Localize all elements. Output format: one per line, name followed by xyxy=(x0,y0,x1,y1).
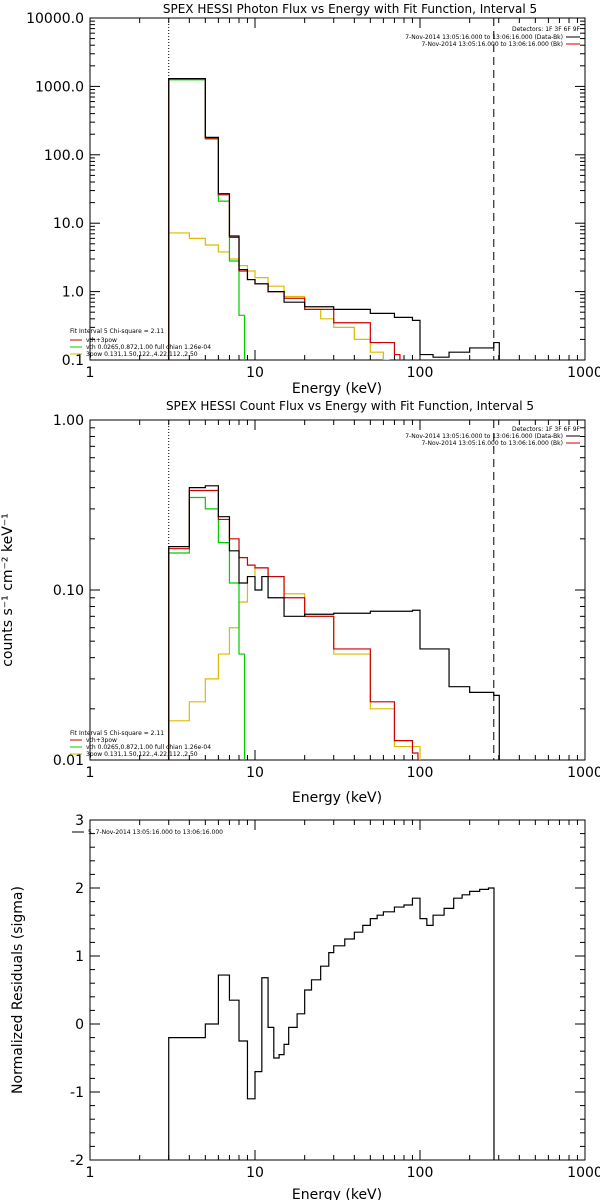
residuals-x-tick-labels: 1 10 100 1000 xyxy=(86,1165,600,1181)
residuals-y-axis-label: Normalized Residuals (sigma) xyxy=(10,886,26,1094)
count-flux-x-tick-label: 10 xyxy=(246,765,264,781)
residuals-x-tick-label: 1 xyxy=(86,1165,95,1181)
residuals-y-tick-label: -2 xyxy=(70,1153,84,1169)
photon-flux-fit-header: Fit Interval 5 Chi-square = 2.11 xyxy=(70,328,164,335)
count-flux-x-tick-label: 100 xyxy=(407,765,434,781)
photon-flux-y-tick-label: 1000.0 xyxy=(35,79,84,95)
photon-flux-fit-label-vth: vth 0.0265,0.872,1.00 full chian 1.26e-0… xyxy=(86,344,211,351)
photon-flux-y-tick-label: 100.0 xyxy=(44,148,84,164)
count-flux-x-tick-label: 1 xyxy=(86,765,95,781)
photon-flux-x-tick-label: 100 xyxy=(407,365,434,381)
photon-flux-series-3pow xyxy=(168,232,390,360)
residuals-y-tick-label: 1 xyxy=(75,949,84,965)
photon-flux-fit-label-total: vth+3pow xyxy=(86,337,117,344)
photon-flux-legend-bk: 7-Nov-2014 13:05:16.000 to 13:06:16.000 … xyxy=(421,41,563,48)
photon-flux-legend-bottom-left: Fit Interval 5 Chi-square = 2.11 vth+3po… xyxy=(70,328,211,358)
residuals-series xyxy=(168,887,495,1160)
photon-flux-panel: SPEX HESSI Photon Flux vs Energy with Fi… xyxy=(26,2,600,397)
count-flux-plot-frame xyxy=(89,419,586,761)
count-flux-y-tick-labels: 0.01 0.10 1.00 xyxy=(53,413,84,769)
residuals-x-axis-label: Energy (keV) xyxy=(292,1187,382,1200)
photon-flux-x-tick-label: 1000 xyxy=(567,365,600,381)
residuals-y-tick-label: 2 xyxy=(75,881,84,897)
count-flux-y-tick-label: 0.10 xyxy=(53,583,84,599)
count-flux-fit-label-3pow: 3pow 0.131,1.50,122.,4.22,112.,2.50 xyxy=(86,751,198,758)
count-flux-x-tick-labels: 1 10 100 1000 xyxy=(86,765,600,781)
photon-flux-series-vth xyxy=(168,79,246,360)
residuals-y-tick-label: -1 xyxy=(70,1085,84,1101)
count-flux-series-data-bk xyxy=(168,485,500,760)
photon-flux-x-tick-label: 10 xyxy=(246,365,264,381)
photon-flux-x-tick-label: 1 xyxy=(86,365,95,381)
photon-flux-x-axis-label: Energy (keV) xyxy=(292,381,382,397)
count-flux-y-axis-label: counts s⁻¹ cm⁻² keV⁻¹ xyxy=(0,513,16,667)
count-flux-title: SPEX HESSI Count Flux vs Energy with Fit… xyxy=(166,399,534,413)
residuals-y-tick-label: 0 xyxy=(75,1017,84,1033)
residuals-y-tick-label: 3 xyxy=(75,813,84,829)
residuals-series-5- xyxy=(168,887,495,1160)
count-flux-ticks xyxy=(89,420,585,761)
photon-flux-y-tick-label: 10.0 xyxy=(53,216,84,232)
residuals-x-tick-label: 1000 xyxy=(567,1165,600,1181)
count-flux-series-vth-3pow xyxy=(168,489,419,760)
photon-flux-vlines xyxy=(168,18,495,360)
count-flux-panel: SPEX HESSI Count Flux vs Energy with Fit… xyxy=(0,399,600,806)
count-flux-fit-header: Fit Interval 5 Chi-square = 2.11 xyxy=(70,730,164,737)
count-flux-y-tick-label: 1.00 xyxy=(53,413,84,429)
photon-flux-y-tick-label: 10000.0 xyxy=(26,11,84,27)
residuals-x-tick-label: 10 xyxy=(246,1165,264,1181)
residuals-ticks xyxy=(89,819,585,1161)
residuals-x-tick-label: 100 xyxy=(407,1165,434,1181)
photon-flux-plot-frame xyxy=(89,17,586,361)
photon-flux-series-data-bk xyxy=(168,78,500,360)
count-flux-fit-label-vth: vth 0.0265,0.872,1.00 full chian 1.26e-0… xyxy=(86,744,211,751)
photon-flux-series xyxy=(168,78,500,360)
photon-flux-y-tick-label: 1.0 xyxy=(62,285,84,301)
photon-flux-ticks xyxy=(89,18,585,361)
photon-flux-x-tick-labels: 1 10 100 1000 xyxy=(86,365,600,381)
photon-flux-y-tick-label: 0.1 xyxy=(62,353,84,369)
residuals-plot-frame xyxy=(89,819,586,1161)
photon-flux-detectors-label: Detectors: 1F 3F 6F 9F xyxy=(512,26,581,33)
count-flux-legend-top-right: Detectors: 1F 3F 6F 9F 7-Nov-2014 13:05:… xyxy=(405,426,580,447)
photon-flux-fit-label-3pow: 3pow 0.131,1.50,122.,4.22,112.,2.50 xyxy=(86,351,198,358)
count-flux-fit-label-total: vth+3pow xyxy=(86,737,117,744)
residuals-panel: 1 10 100 1000 -2 -1 0 1 2 3 Energy (keV) Normali… xyxy=(10,813,600,1200)
count-flux-detectors-label: Detectors: 1F 3F 6F 9F xyxy=(512,426,581,433)
count-flux-legend-bottom-left: Fit Interval 5 Chi-square = 2.11 vth+3po… xyxy=(70,730,211,758)
count-flux-legend-data-bk: 7-Nov-2014 13:05:16.000 to 13:06:16.000 … xyxy=(405,433,563,440)
count-flux-x-tick-label: 1000 xyxy=(567,765,600,781)
photon-flux-title: SPEX HESSI Photon Flux vs Energy with Fi… xyxy=(163,2,537,16)
count-flux-y-tick-label: 0.01 xyxy=(53,753,84,769)
residuals-legend-label: 5. 7-Nov-2014 13:05:16.000 to 13:06:16.0… xyxy=(88,829,223,836)
residuals-y-tick-labels: -2 -1 0 1 2 3 xyxy=(70,813,84,1169)
count-flux-x-axis-label: Energy (keV) xyxy=(292,790,382,806)
residuals-legend: 5. 7-Nov-2014 13:05:16.000 to 13:06:16.0… xyxy=(72,829,223,836)
count-flux-legend-bk: 7-Nov-2014 13:05:16.000 to 13:06:16.000 … xyxy=(421,440,563,447)
photon-flux-y-tick-labels: 0.1 1.0 10.0 100.0 1000.0 10000.0 xyxy=(26,11,84,369)
count-flux-series xyxy=(168,485,500,760)
photon-flux-legend-data-bk: 7-Nov-2014 13:05:16.000 to 13:06:16.000 … xyxy=(405,34,563,41)
photon-flux-series-vth-3pow xyxy=(168,78,401,360)
count-flux-series-vth xyxy=(168,496,246,760)
count-flux-vlines xyxy=(168,420,495,760)
photon-flux-legend-top-right: Detectors: 1F 3F 6F 9F 7-Nov-2014 13:05:… xyxy=(405,26,580,48)
